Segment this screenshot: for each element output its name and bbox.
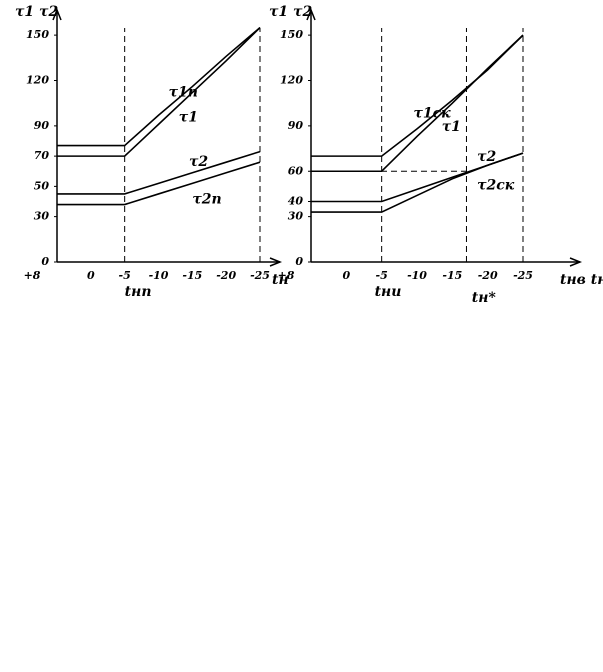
series-label: τ2 (189, 154, 208, 170)
y-axis-label: τ1 τ2 (269, 4, 312, 20)
y-tick-label: 70 (34, 149, 50, 162)
series-label: τ1 (442, 119, 461, 135)
x-tick-label: -20 (216, 269, 236, 282)
x-tick-label: 0 (343, 269, 351, 282)
x-tick-label: -20 (478, 269, 498, 282)
x-tick-label: -10 (407, 269, 427, 282)
x-tick-label: -15 (182, 269, 202, 282)
annotation: tн* (472, 290, 497, 306)
series-label: τ1п (169, 85, 198, 101)
series-line (311, 34, 524, 173)
x-tick-label: 0 (87, 269, 95, 282)
x-tick-label: -5 (119, 269, 131, 282)
x-tick-label: +8 (278, 269, 295, 282)
series-label: τ2 (477, 149, 496, 165)
series-label: τ2ск (477, 177, 515, 193)
annotation: tнп (125, 284, 152, 300)
x-tick-label: -25 (513, 269, 533, 282)
series-line (311, 152, 524, 213)
series-label: τ1 (179, 109, 198, 125)
series-line (311, 34, 524, 157)
series-line (57, 26, 261, 157)
y-tick-label: 150 (26, 28, 49, 41)
y-tick-label: 0 (295, 255, 303, 268)
series-line (57, 150, 261, 195)
y-axis-arrow (306, 7, 316, 21)
y-tick-label: 90 (288, 119, 304, 132)
y-tick-label: 120 (280, 74, 303, 87)
y-axis-label: τ1 τ2 (15, 4, 58, 20)
y-tick-label: 30 (288, 210, 304, 223)
x-axis-arrow (569, 257, 583, 267)
series-label: τ1ск (413, 106, 451, 122)
y-tick-label: 150 (280, 28, 303, 41)
y-tick-label: 50 (34, 179, 50, 192)
x-tick-label: -25 (250, 269, 270, 282)
y-tick-label: 0 (41, 255, 49, 268)
x-axis-label: tн (272, 272, 289, 288)
y-axis-arrow (52, 7, 62, 21)
y-tick-label: 120 (26, 74, 49, 87)
y-tick-label: 60 (288, 164, 304, 177)
series-label: τ2п (192, 191, 221, 207)
x-axis-label: tнв tн (560, 272, 603, 288)
x-tick-label: -5 (376, 269, 388, 282)
y-tick-label: 90 (34, 119, 50, 132)
series-line (57, 26, 261, 147)
x-axis-arrow (269, 257, 283, 267)
x-tick-label: -15 (442, 269, 462, 282)
y-tick-label: 40 (288, 195, 304, 208)
x-tick-label: -10 (149, 269, 169, 282)
y-tick-label: 30 (34, 210, 50, 223)
annotation: tни (375, 284, 402, 300)
x-tick-label: +8 (24, 269, 41, 282)
series-line (57, 161, 261, 206)
